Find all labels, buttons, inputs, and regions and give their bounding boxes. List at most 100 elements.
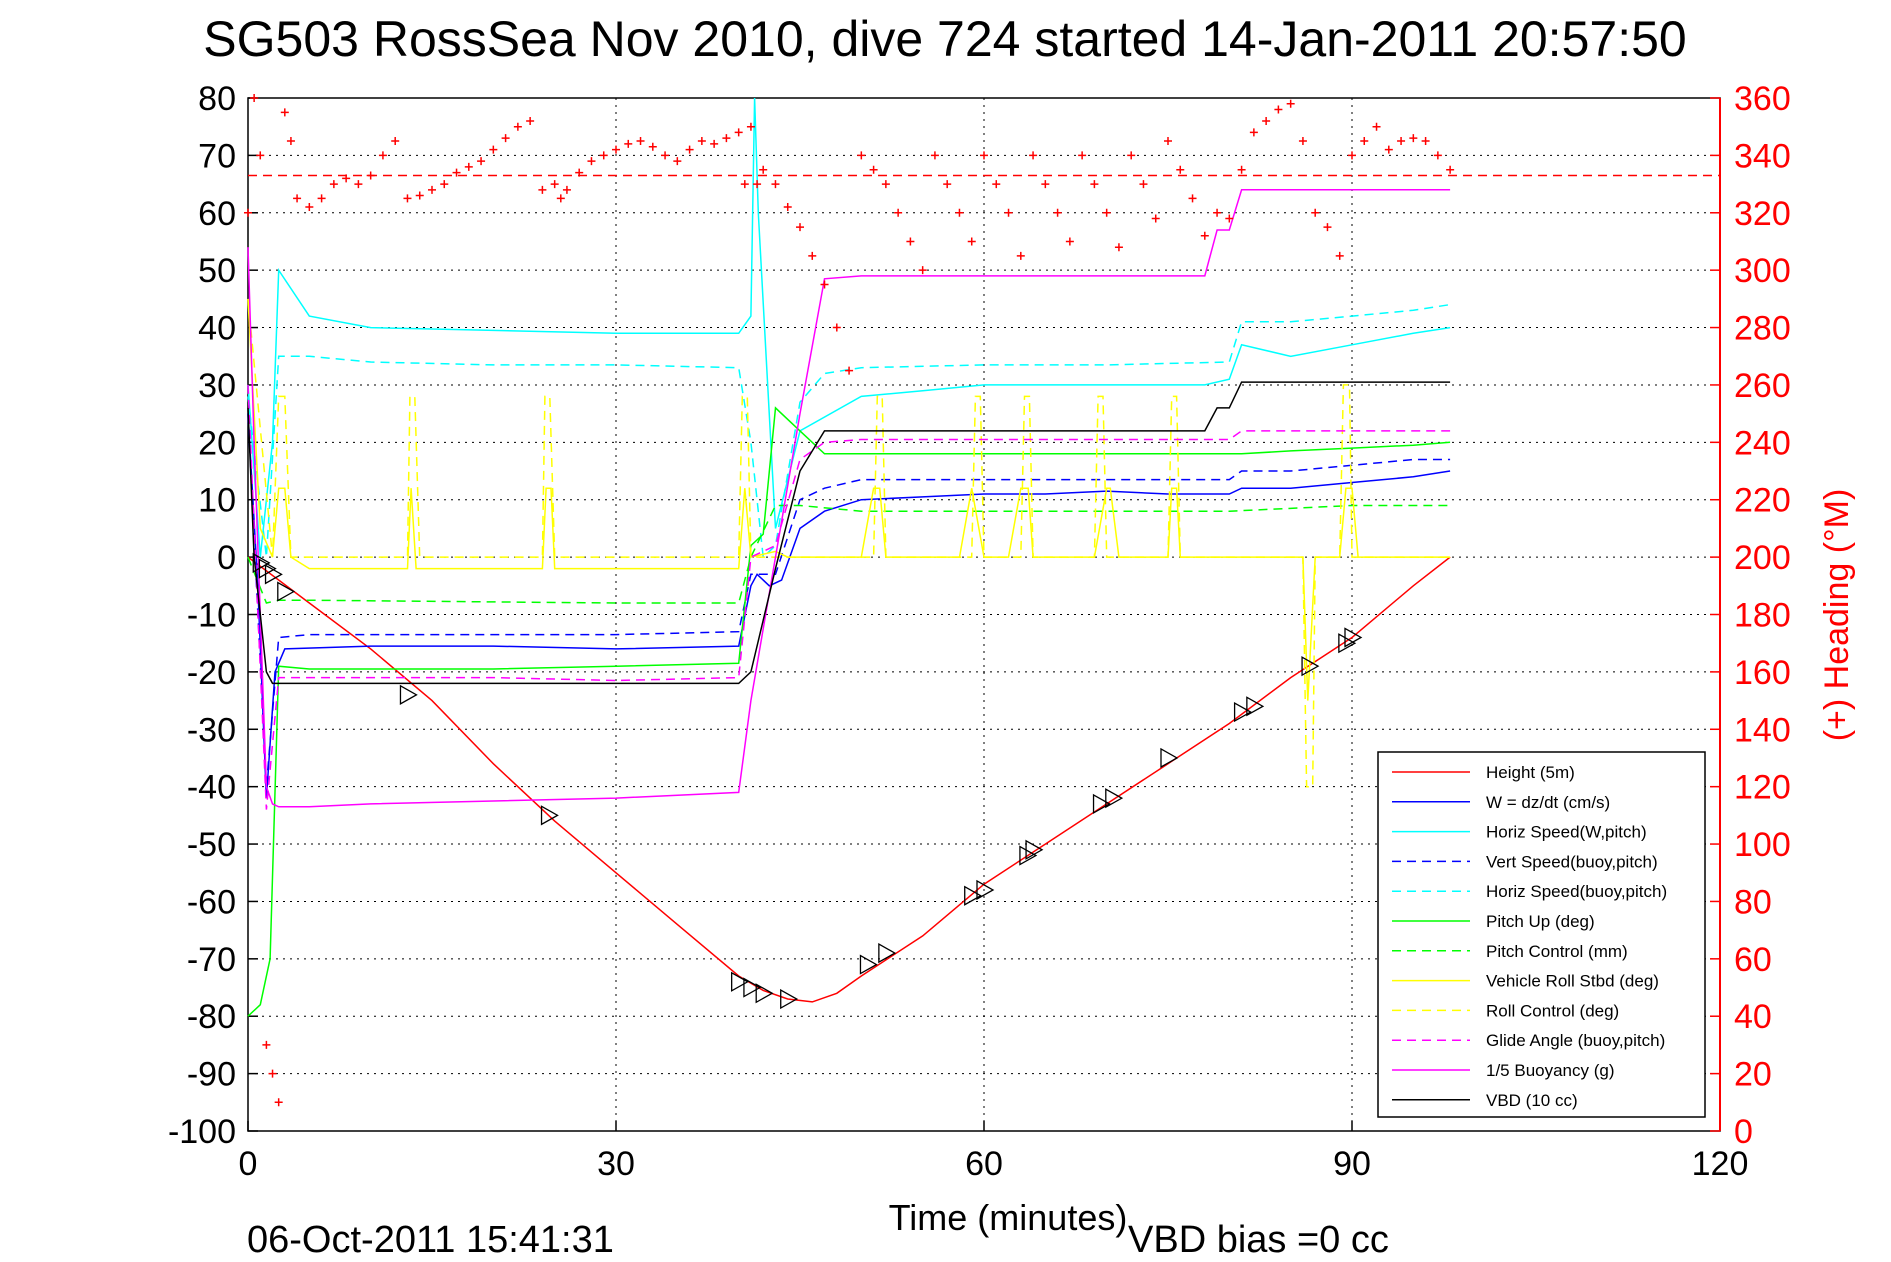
right-tick-label: 260 bbox=[1734, 367, 1791, 405]
y-tick-label: 50 bbox=[198, 252, 236, 290]
heading-layer bbox=[244, 94, 1720, 1107]
y-tick-label: -60 bbox=[187, 883, 236, 921]
y-tick-label: -80 bbox=[187, 998, 236, 1036]
heading-point bbox=[1397, 137, 1406, 146]
x-axis-ticks: 0 30 60 90 120 bbox=[239, 1121, 1749, 1183]
heading-point bbox=[293, 194, 302, 203]
triangle-marker bbox=[743, 977, 762, 998]
heading-point bbox=[673, 157, 682, 166]
heading-point bbox=[1127, 151, 1136, 160]
x-tick-label: 0 bbox=[239, 1145, 258, 1183]
heading-point bbox=[808, 251, 817, 260]
heading-point bbox=[955, 208, 964, 217]
heading-point bbox=[366, 171, 375, 180]
heading-point bbox=[845, 366, 854, 375]
heading-point bbox=[1286, 99, 1295, 108]
chart-title: SG503 RossSea Nov 2010, dive 724 started… bbox=[203, 11, 1686, 67]
heading-point bbox=[342, 174, 351, 183]
heading-point bbox=[697, 137, 706, 146]
right-tick-label: 200 bbox=[1734, 539, 1791, 577]
series-line-3 bbox=[247, 413, 1451, 787]
heading-point bbox=[317, 194, 326, 203]
legend: Height (5m) W = dz/dt (cm/s) Horiz Speed(W… bbox=[1377, 751, 1706, 1118]
heading-point bbox=[1078, 151, 1087, 160]
right-tick-label: 20 bbox=[1734, 1056, 1772, 1094]
right-axis-ticks: 3603403203002802602402202001801601401201… bbox=[1710, 80, 1791, 1151]
heading-point bbox=[624, 139, 633, 148]
footer-vbd-bias: VBD bias =0 cc bbox=[1128, 1219, 1389, 1261]
triangle-marker bbox=[252, 552, 271, 573]
legend-entry: VBD (10 cc) bbox=[1486, 1091, 1578, 1110]
heading-point bbox=[722, 134, 731, 143]
series-line-11 bbox=[247, 381, 1451, 685]
legend-entry: Roll Control (deg) bbox=[1486, 1001, 1619, 1020]
legend-entry: Pitch Up (deg) bbox=[1486, 912, 1595, 931]
triangle-marker bbox=[264, 564, 283, 585]
y-tick-label: -40 bbox=[187, 769, 236, 807]
heading-point bbox=[268, 1069, 277, 1078]
y-tick-label: 40 bbox=[198, 310, 236, 348]
heading-point bbox=[575, 168, 584, 177]
right-tick-label: 140 bbox=[1734, 711, 1791, 749]
heading-point bbox=[354, 180, 363, 189]
heading-point bbox=[1433, 151, 1442, 160]
heading-point bbox=[1102, 208, 1111, 217]
right-tick-label: 80 bbox=[1734, 883, 1772, 921]
triangle-marker bbox=[1105, 788, 1124, 809]
right-tick-label: 180 bbox=[1734, 597, 1791, 635]
heading-point bbox=[1274, 105, 1283, 114]
triangle-marker bbox=[1019, 845, 1038, 866]
legend-entry: Height (5m) bbox=[1486, 763, 1575, 782]
heading-point bbox=[783, 203, 792, 212]
y-tick-label: 30 bbox=[198, 367, 236, 405]
heading-point bbox=[740, 180, 749, 189]
right-tick-label: 0 bbox=[1734, 1113, 1753, 1151]
heading-point bbox=[881, 180, 890, 189]
heading-point bbox=[1090, 180, 1099, 189]
right-tick-label: 360 bbox=[1734, 80, 1791, 118]
heading-point bbox=[1409, 134, 1418, 143]
heading-point bbox=[1311, 208, 1320, 217]
triangle-marker bbox=[1160, 747, 1179, 769]
triangle-marker bbox=[258, 558, 277, 579]
heading-point bbox=[1213, 208, 1222, 217]
legend-entry: Pitch Control (mm) bbox=[1486, 942, 1628, 961]
triangle-marker bbox=[964, 885, 983, 906]
legend-entry: Horiz Speed(W,pitch) bbox=[1486, 823, 1647, 842]
triangle-marker bbox=[878, 942, 897, 964]
heading-point bbox=[538, 185, 547, 194]
y-tick-label: 10 bbox=[198, 482, 236, 520]
y-tick-label: -90 bbox=[187, 1056, 236, 1094]
heading-point bbox=[1065, 237, 1074, 246]
triangle-marker bbox=[277, 581, 296, 602]
y-tick-label: 60 bbox=[198, 195, 236, 233]
series-line-5 bbox=[247, 406, 1451, 1017]
right-tick-label: 40 bbox=[1734, 998, 1772, 1036]
grid-lines bbox=[248, 98, 1720, 1131]
heading-point bbox=[753, 180, 762, 189]
y-tick-label: 0 bbox=[217, 539, 236, 577]
heading-point bbox=[1348, 151, 1356, 160]
y-tick-label: -100 bbox=[168, 1113, 236, 1151]
series-line-2 bbox=[247, 97, 1451, 558]
y-tick-label: 20 bbox=[198, 424, 236, 462]
heading-point bbox=[685, 145, 694, 154]
series-line-0 bbox=[247, 556, 1451, 1003]
y-tick-label: 70 bbox=[198, 137, 236, 175]
heading-point bbox=[452, 168, 461, 177]
heading-point bbox=[305, 203, 314, 212]
heading-point bbox=[428, 185, 436, 194]
triangle-marker bbox=[1233, 701, 1252, 723]
y-tick-label: 80 bbox=[198, 80, 236, 118]
x-tick-label: 120 bbox=[1692, 1145, 1749, 1183]
x-axis-label: Time (minutes) bbox=[889, 1197, 1128, 1238]
legend-box bbox=[1377, 751, 1706, 1118]
triangle-marker bbox=[755, 983, 774, 1004]
heading-point bbox=[501, 134, 510, 143]
legend-entry: Vert Speed(buoy,pitch) bbox=[1486, 852, 1658, 871]
triangle-marker bbox=[1344, 627, 1363, 648]
heading-point bbox=[526, 116, 535, 125]
heading-point bbox=[746, 122, 755, 131]
heading-point bbox=[661, 151, 670, 160]
heading-point bbox=[391, 137, 400, 146]
